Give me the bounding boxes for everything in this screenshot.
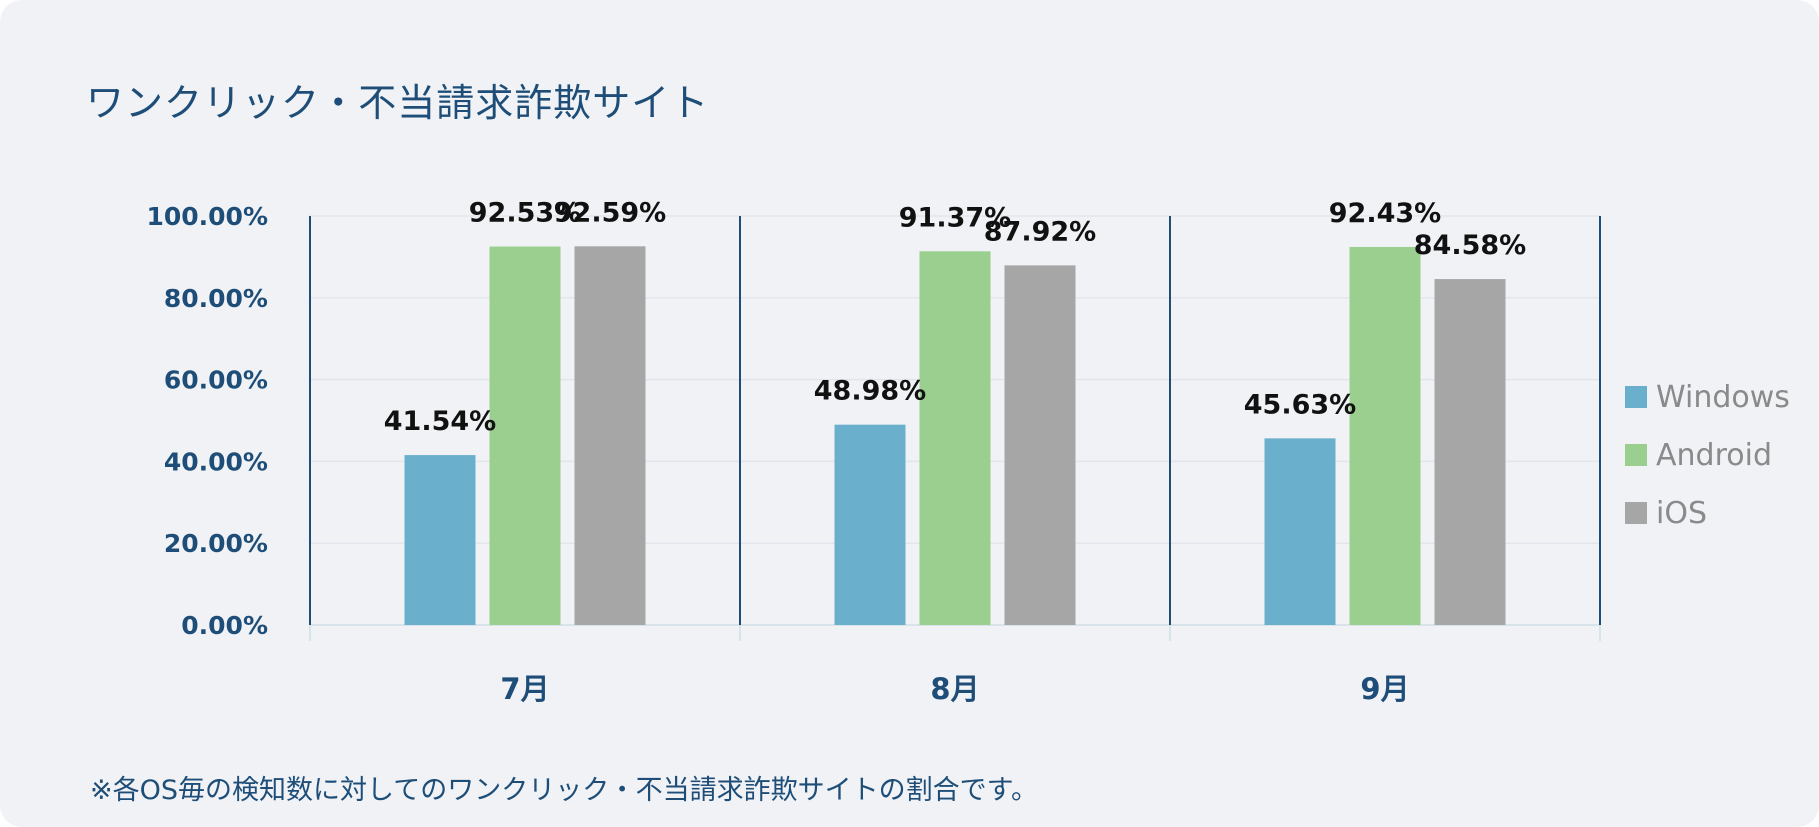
bar-ios [1434,279,1506,625]
x-tick-label: 8月 [930,672,979,706]
y-tick-label: 0.00% [181,611,268,640]
legend-label: iOS [1656,496,1707,531]
data-label: 84.58% [1414,230,1526,261]
y-tick-label: 100.00% [146,202,268,231]
data-label: 92.53% [469,198,581,229]
y-tick-label: 20.00% [164,529,268,558]
legend-label: Windows [1656,380,1790,415]
data-label: 87.92% [984,216,1096,247]
x-tick-label: 9月 [1360,672,1409,706]
y-tick-label: 40.00% [164,447,268,476]
chart-title: ワンクリック・不当請求詐欺サイト [86,81,710,125]
bar-android [489,246,561,625]
legend-label: Android [1656,438,1772,473]
bar-ios [1004,265,1076,625]
bar-android [919,251,991,626]
bar-windows [404,455,476,625]
legend-swatch-windows [1625,386,1647,408]
legend: Windows Android iOS [1625,380,1790,531]
bar-ios [574,246,646,626]
legend-swatch-ios [1625,502,1647,524]
data-label: 45.63% [1244,389,1356,420]
bar-windows [1264,438,1336,625]
data-label: 92.43% [1329,198,1441,229]
bar-windows [834,424,906,625]
x-tick-label: 7月 [500,672,549,706]
y-tick-label: 80.00% [164,284,268,313]
data-label: 92.59% [554,197,666,228]
data-label: 41.54% [384,406,496,437]
data-label: 48.98% [814,376,926,407]
bar-android [1349,246,1421,625]
data-labels: 41.54% 92.53%92.59% 48.98% 91.37%87.92% 45.6… [384,197,1526,437]
axes: 0.00% 20.00% 40.00% 60.00% 80.00% 100.00% 7月 8月… [146,202,1601,706]
data-label: 91.37% [899,202,1011,233]
footnote: ※各OS毎の検知数に対してのワンクリック・不当請求詐欺サイトの割合です。 [90,775,1038,806]
bars [404,246,1506,626]
y-tick-label: 60.00% [164,366,268,395]
legend-swatch-android [1625,444,1647,466]
